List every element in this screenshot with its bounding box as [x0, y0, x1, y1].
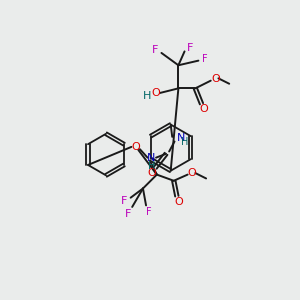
- Text: O: O: [151, 88, 160, 98]
- Text: F: F: [125, 209, 131, 219]
- Text: H: H: [181, 137, 188, 147]
- Text: O: O: [131, 142, 140, 152]
- Text: O: O: [147, 168, 156, 178]
- Text: F: F: [187, 43, 193, 52]
- Text: F: F: [152, 45, 158, 55]
- Text: O: O: [200, 104, 208, 114]
- Text: F: F: [146, 207, 152, 217]
- Text: H: H: [142, 91, 151, 101]
- Text: O: O: [188, 168, 197, 178]
- Text: F: F: [202, 54, 207, 64]
- Text: N: N: [177, 133, 185, 142]
- Text: F: F: [121, 196, 127, 206]
- Text: N: N: [147, 153, 156, 163]
- Text: O: O: [175, 196, 184, 206]
- Text: O: O: [211, 74, 220, 84]
- Text: H: H: [148, 161, 155, 171]
